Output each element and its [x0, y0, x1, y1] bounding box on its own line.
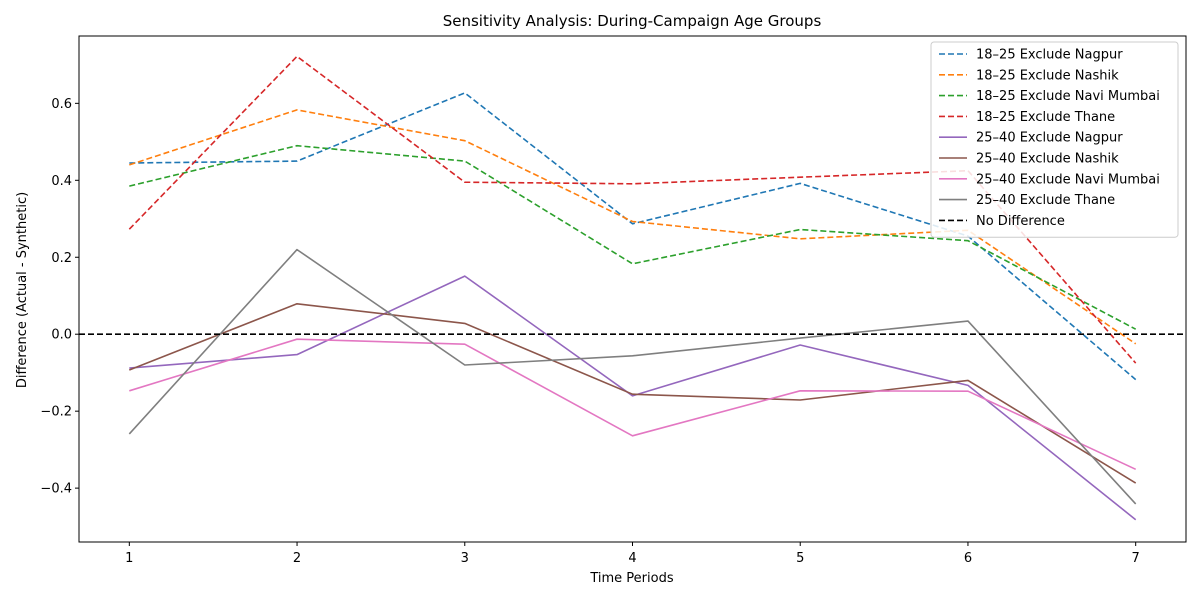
legend-label: 25–40 Exclude Navi Mumbai — [976, 172, 1160, 187]
legend-label: 18–25 Exclude Navi Mumbai — [976, 89, 1160, 104]
series-line-6 — [129, 302, 1137, 484]
series-line-5 — [129, 275, 1137, 521]
x-tick-label: 4 — [628, 551, 636, 566]
legend-label: No Difference — [976, 214, 1065, 229]
y-tick-label: −0.4 — [40, 482, 72, 497]
plot-area — [79, 55, 1186, 521]
legend-label: 25–40 Exclude Nashik — [976, 152, 1119, 167]
x-tick-label: 1 — [125, 551, 133, 566]
legend-label: 25–40 Exclude Thane — [976, 193, 1115, 208]
y-tick-label: 0.0 — [51, 328, 72, 343]
series-line-3 — [129, 144, 1137, 330]
legend: 18–25 Exclude Nagpur 18–25 Exclude Nashik… — [930, 41, 1179, 238]
y-axis-label: Difference (Actual - Synthetic) — [15, 192, 30, 388]
series-line-7 — [129, 338, 1137, 471]
x-tick-label: 5 — [796, 551, 804, 566]
legend-box — [930, 41, 1179, 238]
x-tick-label: 3 — [461, 551, 469, 566]
legend-label: 25–40 Exclude Nagpur — [976, 131, 1123, 146]
legend-label: 18–25 Exclude Nashik — [976, 68, 1119, 83]
legend-label: 18–25 Exclude Nagpur — [976, 48, 1123, 63]
y-tick-label: −0.2 — [40, 405, 72, 420]
x-tick-label: 7 — [1132, 551, 1140, 566]
chart-title: Sensitivity Analysis: During-Campaign Ag… — [443, 12, 822, 30]
y-tick-label: 0.4 — [51, 174, 72, 189]
x-axis-label: Time Periods — [589, 571, 673, 586]
axes: 1 2 3 4 5 6 7 −0.4 −0.2 0.0 0.2 0.4 0.6 — [40, 97, 1139, 566]
legend-label: 18–25 Exclude Thane — [976, 110, 1115, 125]
series-line-8 — [128, 248, 1137, 505]
y-tick-label: 0.2 — [51, 251, 72, 266]
x-tick-label: 2 — [293, 551, 301, 566]
x-tick-label: 6 — [964, 551, 972, 566]
y-tick-label: 0.6 — [51, 97, 72, 112]
